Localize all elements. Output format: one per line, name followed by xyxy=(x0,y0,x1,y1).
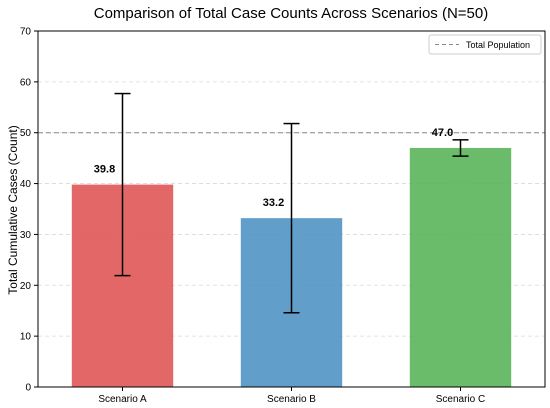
y-axis-label: Total Cumulative Cases (Count) xyxy=(6,125,20,294)
x-tick-label: Scenario C xyxy=(436,394,485,405)
plot-frame xyxy=(37,30,546,388)
data-labels: 39.8 33.2 47.0 xyxy=(94,127,453,209)
data-label-scenario-b: 33.2 xyxy=(263,197,284,209)
x-tick-label: Scenario B xyxy=(267,394,316,405)
axes: 0 10 20 30 40 50 60 70 Scenario A Scenario B Scena… xyxy=(20,27,546,405)
legend-box xyxy=(428,34,542,55)
y-tick-label: 20 xyxy=(20,281,32,292)
y-tick-label: 10 xyxy=(20,332,32,343)
y-tick-label: 30 xyxy=(20,230,32,241)
y-tick-label: 60 xyxy=(20,77,32,88)
error-bars xyxy=(114,92,469,314)
legend-entry-total-population: Total Population xyxy=(466,40,530,50)
bar-scenario-c xyxy=(409,147,512,387)
y-tick-label: 40 xyxy=(20,179,32,190)
data-label-scenario-a: 39.8 xyxy=(94,164,115,176)
y-tick-label: 70 xyxy=(20,27,32,38)
data-label-scenario-c: 47.0 xyxy=(432,127,453,139)
chart-title: Comparison of Total Case Counts Across S… xyxy=(94,5,489,22)
y-tick-label: 0 xyxy=(25,383,31,394)
x-tick-label: Scenario A xyxy=(98,394,147,405)
legend: Total Population xyxy=(428,34,542,55)
y-tick-label: 50 xyxy=(20,128,32,139)
